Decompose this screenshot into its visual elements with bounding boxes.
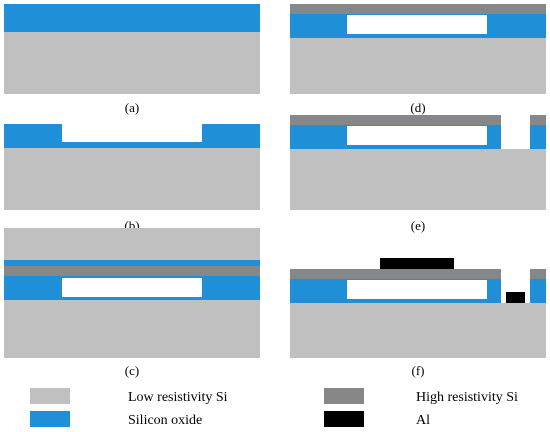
- step-e-high-res-si-left: [290, 115, 501, 125]
- caption-a: (a): [125, 100, 139, 115]
- step-c-bottom-substrate: [4, 300, 260, 358]
- step-e-cavity: [347, 126, 487, 145]
- step-f-al-contact: [506, 292, 525, 303]
- step-f-al-top-pad: [380, 258, 454, 269]
- step-a-oxide-layer: [4, 4, 260, 32]
- caption-d: (d): [410, 100, 425, 115]
- step-d-substrate: [290, 38, 546, 94]
- step-c: [4, 228, 260, 358]
- step-e-oxide-right: [530, 125, 546, 149]
- caption-f: (f): [412, 363, 425, 378]
- caption-e: (e): [411, 218, 425, 233]
- step-b-oxide-right: [202, 124, 260, 148]
- legend-label-oxide: Silicon oxide: [128, 413, 202, 428]
- step-f-high-res-si-left: [290, 269, 501, 279]
- step-d-high-res-si: [290, 4, 546, 14]
- step-c-top-oxide: [4, 260, 260, 266]
- step-e-substrate: [290, 149, 546, 210]
- legend-label-al: Al: [416, 413, 430, 428]
- step-a: [4, 4, 260, 94]
- caption-c: (c): [125, 363, 139, 378]
- step-e-high-res-si-right: [530, 115, 546, 125]
- step-f-substrate: [290, 303, 546, 358]
- step-b-oxide-thin: [62, 142, 202, 148]
- step-a-substrate: [4, 32, 260, 94]
- step-c-cavity: [62, 278, 202, 297]
- step-c-top-substrate: [4, 228, 260, 260]
- step-f-high-res-si-right: [530, 269, 546, 279]
- legend-label-low-si: Low resistivity Si: [128, 390, 228, 405]
- legend-swatch-al: [324, 411, 364, 427]
- legend-swatch-oxide: [30, 411, 70, 427]
- step-c-high-res-si: [4, 266, 260, 276]
- legend-label-high-si: High resistivity Si: [416, 390, 518, 405]
- step-d: [290, 4, 546, 94]
- step-b-substrate: [4, 148, 260, 210]
- legend-swatch-high-si: [324, 388, 364, 404]
- step-b: [4, 124, 260, 210]
- step-f-oxide-right: [530, 279, 546, 303]
- step-d-cavity: [347, 15, 487, 34]
- step-f-cavity: [347, 280, 487, 299]
- step-e: [290, 115, 546, 210]
- step-f: [290, 258, 546, 358]
- legend-swatch-low-si: [30, 388, 70, 404]
- step-b-oxide-left: [4, 124, 62, 148]
- legend: Low resistivity Si High resistivity Si S…: [30, 388, 518, 428]
